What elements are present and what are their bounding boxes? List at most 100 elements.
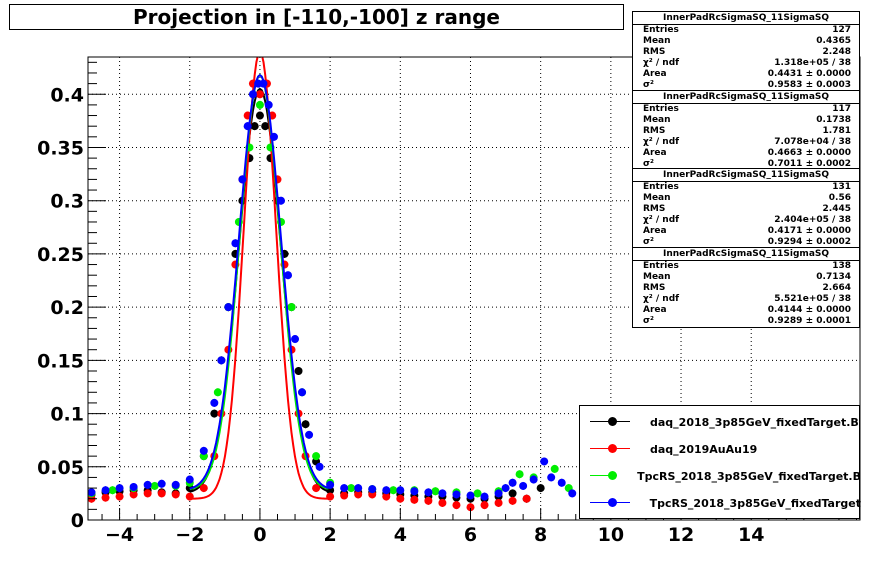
- stat-value: 2.445: [822, 204, 851, 214]
- stat-value: 0.7134: [816, 272, 851, 282]
- legend-entry: daq_2018_3p85GeV_fixedTarget.B: [580, 410, 861, 434]
- stat-label: χ² / ndf: [643, 215, 680, 225]
- legend-entry: TpcRS_2018_3p85GeV_fixedTarget.B: [580, 464, 861, 488]
- stat-label: χ² / ndf: [643, 137, 680, 147]
- stat-row-rms: RMS 2.445: [633, 204, 859, 215]
- legend-label: daq_2018_3p85GeV_fixedTarget.B: [650, 415, 859, 429]
- legend-label: TpcRS_2018_3p85GeV_fixedTarget.B: [637, 469, 861, 483]
- stat-label: RMS: [643, 126, 666, 136]
- legend-marker: [588, 464, 625, 488]
- stat-label: σ²: [643, 159, 654, 169]
- stat-value: 0.9289 ± 0.0001: [767, 316, 851, 326]
- fit-curve: [189, 73, 329, 490]
- stat-box-title: InnerPadRcSigmaSQ_11SigmaSQ: [633, 91, 859, 104]
- tick-layer: −4 −2 0 2 4 6 8 10 12 14 0 0.05 0.1 0.15 0.2 0.25 0.3 0.3…: [37, 61, 857, 546]
- stat-row-area: Area 0.4431 ± 0.0000: [633, 69, 859, 80]
- data-point: [340, 491, 349, 500]
- data-point: [326, 480, 335, 489]
- stat-row-area: Area 0.4663 ± 0.0000: [633, 148, 859, 159]
- stat-row-entries: Entries 138: [633, 261, 859, 272]
- stat-row-chi2ndf: χ² / ndf 1.318e+05 / 38: [633, 58, 859, 69]
- legend: daq_2018_3p85GeV_fixedTarget.B daq_2019Au…: [579, 405, 861, 519]
- data-point: [536, 484, 545, 493]
- x-tick-label: 2: [324, 524, 337, 546]
- x-tick-label: 6: [464, 524, 477, 546]
- data-point: [410, 487, 419, 496]
- stat-label: Area: [643, 148, 667, 158]
- data-point: [424, 488, 433, 497]
- stat-label: Entries: [643, 104, 679, 114]
- data-point: [550, 464, 559, 473]
- stat-row-mean: Mean 0.1738: [633, 115, 859, 126]
- stat-label: σ²: [643, 316, 654, 326]
- stat-value: 0.4663 ± 0.0000: [767, 148, 851, 158]
- data-point: [213, 388, 222, 397]
- data-point: [129, 483, 138, 492]
- data-point: [326, 492, 335, 501]
- stat-value: 0.56: [828, 193, 851, 203]
- data-point: [264, 100, 273, 109]
- stat-row-entries: Entries 131: [633, 182, 859, 193]
- data-point: [115, 492, 124, 501]
- stat-row-chi2ndf: χ² / ndf 7.078e+04 / 38: [633, 137, 859, 148]
- data-point: [277, 196, 285, 205]
- data-point: [217, 356, 226, 365]
- data-point: [255, 100, 264, 109]
- data-point: [480, 492, 489, 501]
- data-point: [185, 475, 194, 484]
- data-point: [88, 488, 96, 497]
- y-tick-label: 0.4: [50, 84, 84, 106]
- y-tick-label: 0.3: [50, 191, 84, 213]
- data-point: [396, 486, 405, 495]
- data-point: [540, 457, 549, 466]
- data-point: [515, 470, 524, 479]
- x-tick-label: 12: [668, 524, 694, 546]
- data-point: [312, 452, 321, 461]
- data-point: [210, 409, 219, 418]
- stat-row-entries: Entries 127: [633, 25, 859, 36]
- data-point: [210, 398, 219, 407]
- stat-row-mean: Mean 0.7134: [633, 272, 859, 283]
- data-point: [243, 122, 252, 131]
- stat-box-title: InnerPadRcSigmaSQ_11SigmaSQ: [633, 169, 859, 182]
- stat-value: 138: [832, 261, 851, 271]
- stat-value: 1.781: [822, 126, 851, 136]
- legend-label: TpcRS_2018_3p85GeV_fixedTarget: [649, 496, 861, 510]
- data-point: [101, 486, 110, 495]
- stat-value: 0.4365: [816, 36, 851, 46]
- legend-entry: daq_2019AuAu19: [580, 437, 861, 461]
- stat-row-area: Area 0.4144 ± 0.0000: [633, 305, 859, 316]
- stat-label: Entries: [643, 182, 679, 192]
- x-tick-label: 8: [534, 524, 547, 546]
- chart-title: Projection in [-110,-100] z range: [9, 4, 624, 30]
- data-point: [382, 492, 391, 501]
- data-point: [529, 475, 538, 484]
- data-point: [501, 484, 510, 493]
- data-point: [238, 175, 247, 184]
- legend-label: daq_2019AuAu19: [650, 442, 758, 456]
- stat-box-title: InnerPadRcSigmaSQ_11SigmaSQ: [633, 248, 859, 261]
- stat-label: Mean: [643, 115, 671, 125]
- data-point: [547, 473, 556, 482]
- series-2: [88, 73, 573, 498]
- stat-row-rms: RMS 1.781: [633, 126, 859, 137]
- data-point: [557, 478, 566, 487]
- stat-row-sigma2: σ² 0.7011 ± 0.0002: [633, 159, 859, 170]
- data-point: [452, 490, 461, 499]
- stat-value: 0.4144 ± 0.0000: [767, 305, 851, 315]
- series-1: [88, 57, 531, 512]
- data-point: [171, 480, 180, 489]
- data-point: [199, 484, 208, 493]
- x-tick-label: −2: [175, 524, 204, 546]
- legend-marker: [588, 410, 638, 434]
- data-point: [259, 79, 268, 88]
- series-layer: [88, 57, 577, 512]
- plot-frame: [87, 56, 861, 521]
- data-point: [368, 485, 377, 494]
- data-point: [382, 486, 391, 495]
- stat-box: InnerPadRcSigmaSQ_11SigmaSQ Entries 131 Mea…: [632, 168, 860, 249]
- stat-value: 7.078e+04 / 38: [774, 137, 851, 147]
- data-point: [269, 132, 278, 141]
- y-tick-label: 0.2: [50, 297, 84, 319]
